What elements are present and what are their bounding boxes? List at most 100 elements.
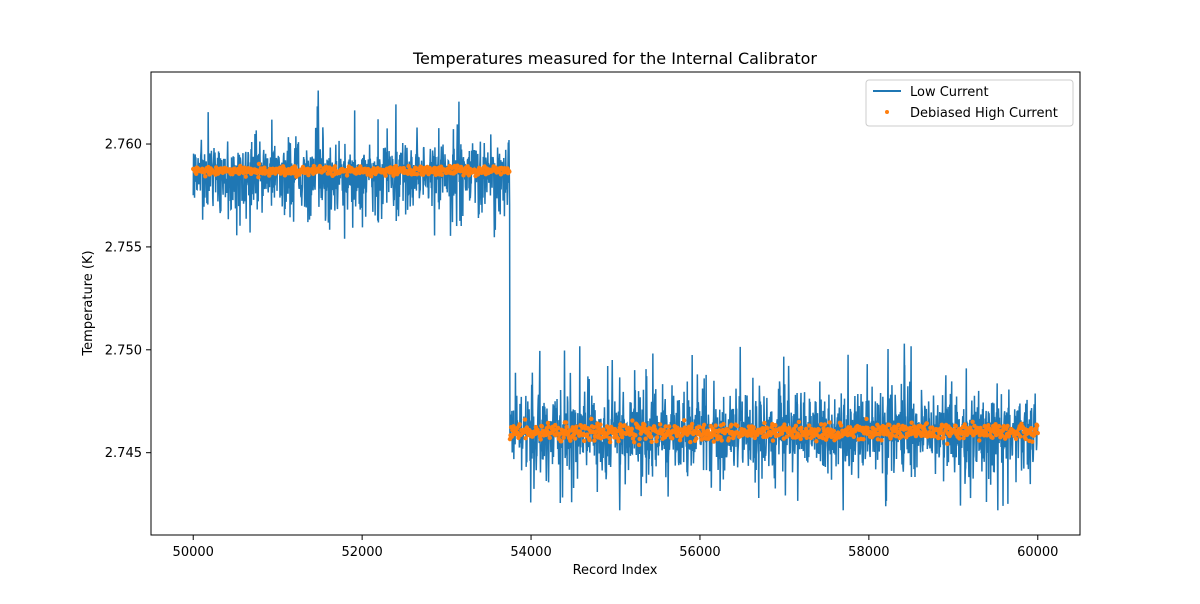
high-current-point (552, 422, 558, 428)
high-current-point (899, 434, 905, 439)
high-current-point (806, 423, 812, 428)
high-current-point (587, 437, 592, 443)
high-current-point (986, 423, 991, 428)
high-current-point (648, 434, 654, 439)
x-tick-label: 60000 (1017, 545, 1058, 560)
high-current-point (563, 420, 569, 425)
high-current-point (688, 439, 693, 445)
high-current-point (977, 438, 982, 443)
high-current-point (988, 428, 993, 434)
high-current-point (607, 435, 612, 441)
high-current-point (793, 423, 799, 428)
high-current-point (555, 425, 561, 431)
y-tick-label: 2.745 (105, 446, 142, 461)
x-axis: 50000 52000 54000 56000 58000 60000 (173, 535, 1058, 560)
high-current-point (865, 425, 870, 431)
high-current-point (873, 427, 879, 432)
high-current-point (719, 438, 724, 443)
high-current-point (616, 438, 621, 444)
high-current-point (803, 426, 809, 432)
legend: Low Current Debiased High Current (865, 79, 1074, 127)
high-current-point (713, 423, 718, 428)
low-current-spike (618, 432, 622, 511)
high-current-point (391, 173, 396, 178)
x-tick-label: 58000 (848, 545, 889, 560)
high-current-point (507, 169, 512, 174)
high-current-point (745, 433, 750, 438)
high-current-point (773, 423, 778, 428)
high-current-point (539, 424, 545, 429)
legend-label-debiased-high-current: Debiased High Current (910, 106, 1058, 121)
high-current-point (908, 425, 913, 431)
high-current-point (1030, 439, 1035, 444)
high-current-point (581, 438, 587, 444)
high-current-point (697, 424, 702, 429)
high-current-point (661, 427, 666, 433)
high-current-point (990, 435, 995, 440)
high-current-point (630, 418, 635, 423)
high-current-point (682, 418, 687, 423)
high-current-point (953, 423, 958, 429)
high-current-point (1023, 436, 1028, 442)
high-current-point (538, 437, 543, 442)
series-low-current (192, 90, 1039, 511)
high-current-point (701, 428, 706, 433)
high-current-point (831, 428, 837, 434)
high-current-point (643, 436, 648, 441)
high-current-point (827, 420, 832, 425)
high-current-point (523, 435, 528, 441)
y-tick-label: 2.750 (105, 343, 142, 358)
high-current-point (666, 424, 672, 429)
high-current-point (711, 439, 717, 444)
high-current-point (961, 435, 966, 441)
legend-swatch-debiased-high-current (885, 110, 889, 114)
high-current-point (970, 419, 975, 425)
high-current-point (689, 425, 694, 430)
high-current-point (993, 432, 999, 438)
high-current-point (637, 436, 642, 442)
y-tick-label: 2.755 (105, 240, 142, 255)
high-current-point (601, 427, 606, 432)
high-current-point (598, 422, 603, 427)
high-current-point (864, 416, 869, 422)
high-current-point (203, 174, 208, 179)
high-current-point (663, 424, 668, 429)
high-current-point (545, 420, 551, 426)
high-current-point (368, 174, 374, 179)
high-current-point (923, 429, 928, 434)
high-current-point (875, 437, 881, 442)
high-current-point (694, 436, 699, 441)
high-current-point (517, 422, 522, 427)
high-current-point (622, 423, 627, 428)
high-current-point (1028, 425, 1034, 431)
high-current-point (924, 421, 929, 426)
high-current-point (869, 430, 874, 435)
high-current-point (894, 425, 899, 431)
high-current-point (511, 424, 516, 429)
high-current-point (311, 163, 317, 169)
high-current-point (1034, 423, 1040, 428)
high-current-point (1018, 434, 1023, 439)
high-current-point (306, 172, 311, 178)
high-current-point (559, 439, 564, 444)
high-current-point (455, 163, 460, 168)
high-current-point (670, 436, 675, 441)
high-current-point (1005, 423, 1010, 429)
high-current-point (822, 422, 828, 427)
high-current-point (629, 426, 634, 432)
high-current-point (890, 433, 895, 438)
chart-title: Temperatures measured for the Internal C… (412, 49, 817, 68)
high-current-point (1035, 430, 1040, 436)
high-current-point (729, 422, 734, 428)
low-current-spike (316, 90, 320, 171)
high-current-point (896, 422, 901, 428)
plot-area-frame (150, 71, 1081, 536)
y-axis: 2.745 2.750 2.755 2.760 (105, 138, 151, 461)
high-current-point (592, 438, 597, 443)
high-current-point (940, 431, 946, 436)
high-current-point (770, 438, 776, 443)
high-current-point (574, 424, 579, 429)
low-current-spike (884, 432, 888, 507)
high-current-point (752, 435, 758, 441)
